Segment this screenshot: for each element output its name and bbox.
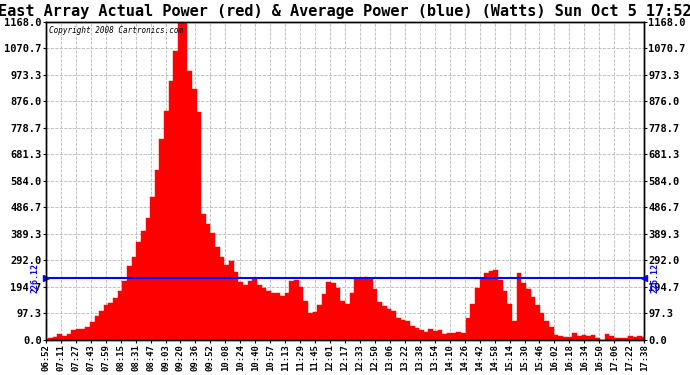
Text: 226.12: 226.12 [650,263,659,293]
Text: Copyright 2008 Cartronics.com: Copyright 2008 Cartronics.com [49,27,183,36]
Title: East Array Actual Power (red) & Average Power (blue) (Watts) Sun Oct 5 17:52: East Array Actual Power (red) & Average … [0,4,690,19]
Text: 226.12: 226.12 [31,263,40,293]
